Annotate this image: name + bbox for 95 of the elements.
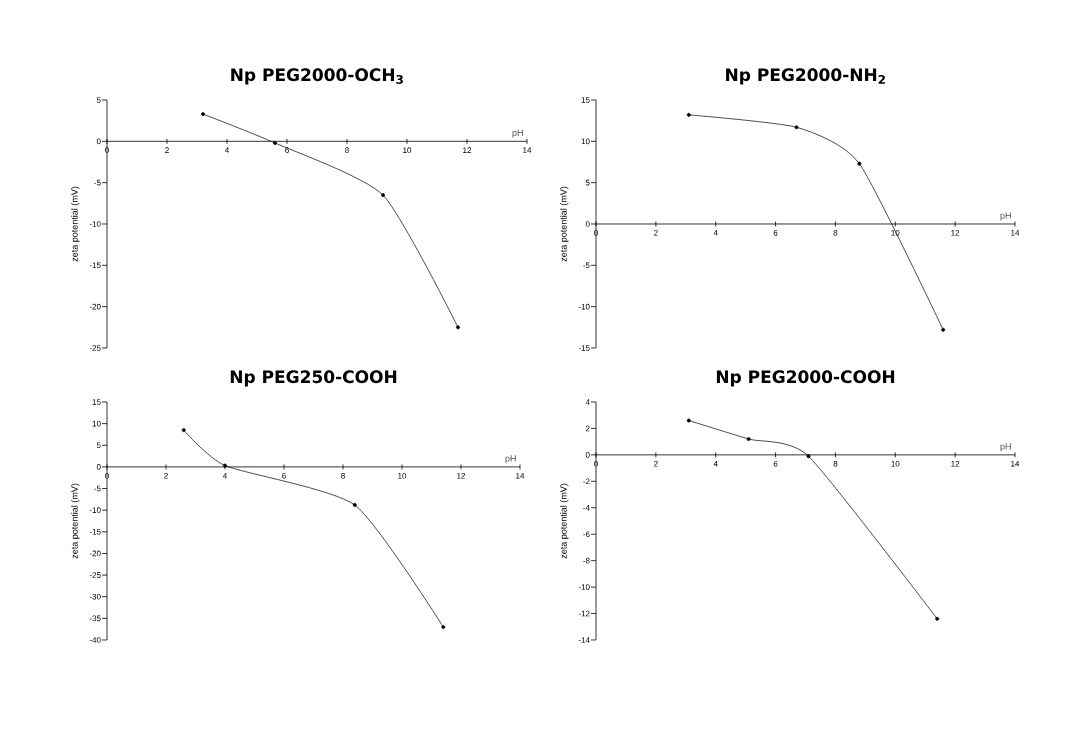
point xyxy=(456,325,460,330)
y-tick-label: 2 xyxy=(585,425,590,432)
y-tick-label: -15 xyxy=(578,345,590,351)
chart-title: Np PEG2000-NH$_{2}$ xyxy=(726,68,885,85)
x-tick-label: 6 xyxy=(285,147,289,154)
x-tick-label: 0 xyxy=(594,460,598,467)
y-axis-title: zeta potential (mV) xyxy=(560,483,569,559)
point xyxy=(935,616,940,621)
x-tick-label: 4 xyxy=(222,472,227,479)
x-axis-title: pH xyxy=(1000,212,1011,221)
x-tick-label: 2 xyxy=(164,472,168,479)
x-tick-label: 10 xyxy=(891,460,900,467)
x-tick-label: 14 xyxy=(1011,230,1020,236)
x-tick-label: 2 xyxy=(654,460,658,467)
point xyxy=(941,327,946,332)
y-tick-label: -10 xyxy=(578,584,590,590)
y-tick-label: -40 xyxy=(89,637,101,643)
x-tick-label: 10 xyxy=(891,230,900,236)
x-tick-label: 12 xyxy=(951,460,960,467)
y-tick-label: 0 xyxy=(585,452,590,458)
y-tick-label: -30 xyxy=(89,593,101,600)
y-tick-label: -8 xyxy=(583,557,590,564)
y-tick-label: -10 xyxy=(89,221,101,227)
x-tick-label: 6 xyxy=(773,460,778,467)
y-tick-label: -20 xyxy=(89,303,101,310)
x-tick-label: 12 xyxy=(463,147,472,153)
point xyxy=(381,193,385,198)
x-tick-label: 6 xyxy=(773,230,778,236)
x-tick-label: 2 xyxy=(654,230,658,236)
y-tick-label: -6 xyxy=(583,531,590,538)
point xyxy=(686,112,691,117)
y-tick-label: 5 xyxy=(96,97,101,103)
chart-title: Np PEG250-COOH xyxy=(230,370,397,387)
x-tick-label: 14 xyxy=(523,147,532,153)
y-tick-label: 15 xyxy=(581,97,590,103)
y-tick-label: -14 xyxy=(578,637,590,643)
y-axis-title: zeta potential (mV) xyxy=(71,186,80,262)
x-tick-label: 0 xyxy=(105,472,109,479)
x-tick-label: 8 xyxy=(345,147,349,154)
point xyxy=(857,161,862,166)
x-axis-title: pH xyxy=(1000,443,1011,452)
y-tick-label: 15 xyxy=(92,399,101,405)
y-tick-label: -25 xyxy=(89,572,101,578)
x-tick-label: 10 xyxy=(398,472,407,479)
x-tick-label: 2 xyxy=(165,147,169,153)
x-tick-label: 4 xyxy=(713,460,718,467)
y-tick-label: -2 xyxy=(583,478,590,485)
y-tick-label: -12 xyxy=(578,610,590,617)
x-tick-label: 12 xyxy=(951,230,960,236)
point xyxy=(686,418,691,423)
y-tick-label: -5 xyxy=(94,179,101,186)
point xyxy=(223,463,227,468)
chart-title: Np PEG2000-OCH$_{3}$ xyxy=(231,68,403,85)
y-tick-label: 4 xyxy=(585,399,590,405)
y-tick-label: -35 xyxy=(89,615,101,622)
y-axis-title: zeta potential (mV) xyxy=(560,186,569,262)
y-tick-label: 10 xyxy=(581,138,590,145)
x-tick-label: 0 xyxy=(105,147,109,154)
x-tick-label: 14 xyxy=(1011,460,1020,467)
x-axis-title: pH xyxy=(505,455,516,464)
point xyxy=(201,112,205,116)
point xyxy=(806,454,811,459)
y-tick-label: -4 xyxy=(583,505,590,511)
x-tick-label: 0 xyxy=(594,230,598,236)
y-tick-label: 0 xyxy=(96,138,101,145)
y-tick-label: 10 xyxy=(92,420,101,427)
point xyxy=(181,428,186,433)
chart-title: Np PEG2000-COOH xyxy=(716,370,895,387)
y-tick-label: 0 xyxy=(585,221,590,227)
point xyxy=(352,503,357,507)
x-axis-title: pH xyxy=(512,129,523,138)
x-tick-label: 12 xyxy=(457,472,466,479)
y-tick-label: -15 xyxy=(89,529,101,535)
x-tick-label: 10 xyxy=(403,147,412,154)
x-tick-label: 6 xyxy=(282,472,286,479)
y-axis-title: zeta potential (mV) xyxy=(71,483,80,559)
y-tick-label: -10 xyxy=(578,303,590,310)
y-tick-label: 5 xyxy=(585,179,590,186)
x-tick-label: 4 xyxy=(224,147,229,153)
point xyxy=(746,437,751,441)
x-tick-label: 8 xyxy=(833,230,838,236)
x-tick-label: 14 xyxy=(516,472,525,479)
x-tick-label: 4 xyxy=(713,230,718,236)
x-tick-label: 8 xyxy=(341,472,345,479)
y-tick-label: -5 xyxy=(94,485,101,492)
y-tick-label: -15 xyxy=(89,262,101,269)
y-tick-label: 5 xyxy=(96,442,101,449)
point xyxy=(273,141,277,145)
y-tick-label: -5 xyxy=(583,262,590,269)
y-tick-label: -20 xyxy=(89,550,101,557)
point xyxy=(441,625,446,629)
point xyxy=(794,125,799,130)
y-tick-label: -25 xyxy=(89,345,101,351)
x-tick-label: 8 xyxy=(833,460,838,467)
y-tick-label: -10 xyxy=(89,507,101,513)
